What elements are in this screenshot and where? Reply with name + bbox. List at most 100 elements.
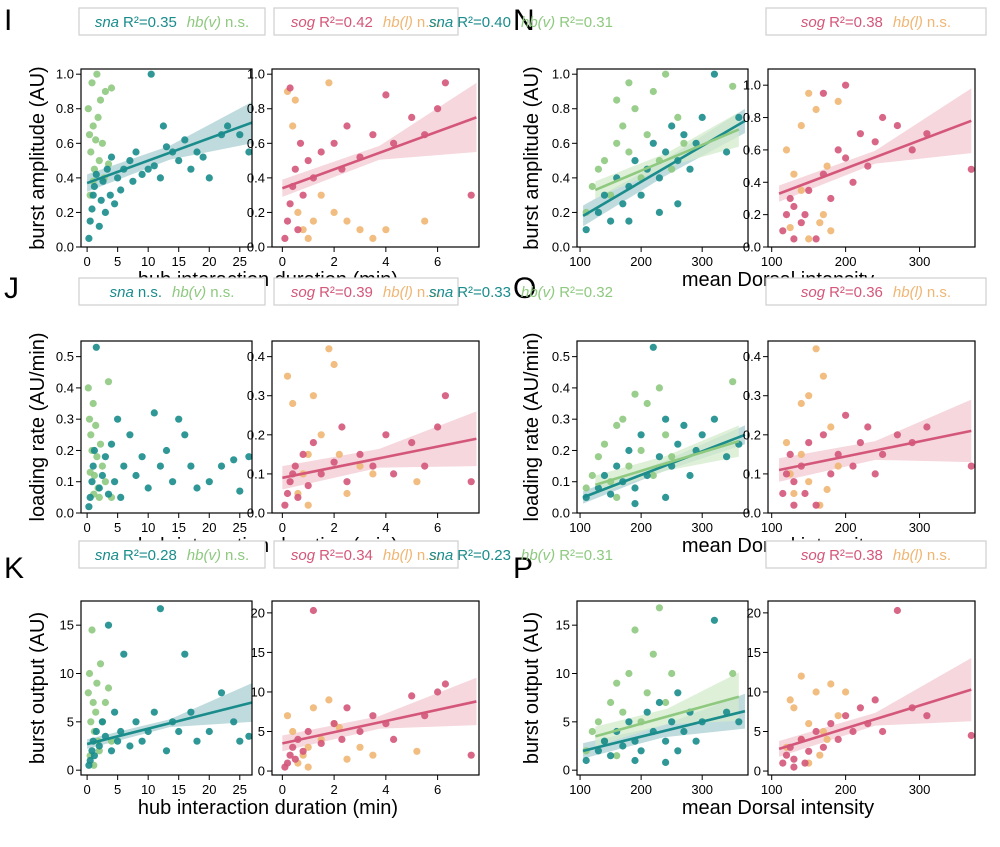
data-point-hbl bbox=[299, 226, 307, 234]
y-tick-label: 0 bbox=[67, 763, 74, 778]
y-axis-title-row-1: burst amplitude (AU) bbox=[27, 66, 49, 249]
axes-frame bbox=[767, 600, 976, 776]
data-point-hbv bbox=[680, 139, 688, 147]
data-point-sna bbox=[175, 727, 183, 736]
legend-stat-sog: R²=0.38 bbox=[829, 547, 883, 564]
legend-p-right: sog R²=0.38 hb(l) n.s. bbox=[765, 540, 987, 569]
legend-text: sog R²=0.38 hb(l) n.s. bbox=[801, 547, 951, 564]
y-tick-label: 0.2 bbox=[552, 443, 570, 458]
data-point-hbv bbox=[104, 378, 113, 386]
legend-k-left: sna R²=0.28 hb(v) n.s. bbox=[78, 540, 266, 569]
x-tick-label: 0 bbox=[83, 520, 90, 535]
y-tick-label: 0.0 bbox=[552, 240, 570, 255]
y-tick-label: 1.0 bbox=[743, 78, 761, 93]
y-tick-label: 0.4 bbox=[247, 349, 265, 364]
fit-line-sog bbox=[282, 700, 477, 745]
data-point-hbv bbox=[87, 718, 95, 726]
data-point-sog bbox=[849, 462, 857, 470]
data-point-sog bbox=[317, 148, 325, 156]
x-tick-label: 300 bbox=[691, 254, 713, 269]
data-point-sna bbox=[582, 226, 590, 234]
data-point-hbl bbox=[812, 688, 820, 696]
x-tick-label: 300 bbox=[691, 520, 713, 535]
data-point-sna bbox=[607, 217, 615, 225]
y-tick-label: 0 bbox=[258, 764, 265, 779]
data-point-hbv bbox=[655, 604, 664, 612]
data-point-hbv bbox=[98, 462, 106, 470]
x-tick-label: 10 bbox=[141, 520, 155, 535]
x-tick-label: 100 bbox=[569, 782, 591, 797]
plot-p-left: 100 200 300 0 5 10 15 bbox=[556, 600, 749, 797]
data-point-sna bbox=[107, 153, 116, 161]
x-tick-label: 25 bbox=[233, 254, 247, 269]
data-point-sog bbox=[856, 439, 865, 447]
data-point-hbv bbox=[85, 415, 94, 423]
data-point-sna bbox=[674, 747, 682, 755]
data-point-hbv bbox=[96, 660, 105, 668]
y-tick-label: 0 bbox=[563, 763, 570, 778]
fit-line-sna bbox=[582, 119, 746, 218]
data-point-hbl bbox=[330, 208, 338, 216]
y-tick-label: 5 bbox=[754, 724, 761, 739]
y-tick-label: 0.0 bbox=[743, 240, 761, 255]
fit-line-sog bbox=[778, 119, 972, 195]
plot-n-left: 100 200 300 0.0 0.2 0.4 0.6 0.8 1.0 bbox=[552, 67, 749, 269]
data-point-hbl bbox=[816, 751, 824, 759]
data-point-sna bbox=[674, 200, 682, 208]
data-point-sna bbox=[698, 431, 706, 439]
data-point-sog bbox=[879, 450, 887, 458]
y-tick-label: 0.1 bbox=[743, 466, 761, 481]
y-tick-label: 15 bbox=[251, 645, 265, 660]
data-point-sog bbox=[291, 165, 299, 173]
data-point-hbl bbox=[335, 450, 343, 458]
data-point-sna bbox=[230, 456, 238, 464]
y-tick-label: 0.6 bbox=[743, 142, 761, 157]
data-point-hbl bbox=[819, 727, 828, 736]
confidence-band-sog bbox=[282, 677, 477, 752]
data-point-sna bbox=[107, 440, 116, 448]
data-point-hbl bbox=[827, 227, 835, 235]
fit-line-hbv bbox=[594, 695, 740, 738]
data-point-sog bbox=[812, 235, 820, 243]
data-point-sog bbox=[819, 431, 828, 439]
data-point-hbv bbox=[582, 484, 590, 492]
data-point-sna bbox=[607, 490, 615, 498]
data-point-sna bbox=[175, 415, 183, 423]
data-point-sna bbox=[92, 727, 100, 736]
data-point-sog bbox=[879, 727, 887, 736]
data-point-hbl bbox=[786, 224, 794, 232]
data-point-hbl bbox=[317, 191, 325, 199]
data-point-sog bbox=[309, 439, 317, 447]
data-point-hbv bbox=[613, 96, 621, 104]
data-point-sna bbox=[86, 217, 94, 225]
data-point-hbl bbox=[812, 105, 820, 114]
data-point-sog bbox=[408, 439, 416, 447]
legend-stat-hbl: n.s. bbox=[417, 547, 441, 564]
data-point-sna bbox=[86, 756, 94, 765]
data-point-hbv bbox=[88, 79, 96, 87]
data-point-sna bbox=[90, 446, 98, 455]
data-point-hbl bbox=[289, 399, 297, 408]
data-point-sog bbox=[304, 482, 312, 490]
data-point-hbl bbox=[834, 462, 842, 470]
legend-text: sog R²=0.39 hb(l) n.s. bbox=[291, 284, 441, 301]
data-point-sog bbox=[805, 747, 813, 755]
data-point-hbv bbox=[662, 698, 670, 707]
data-point-sna bbox=[655, 208, 664, 216]
y-tick-label: 0.4 bbox=[743, 175, 761, 190]
data-point-sog bbox=[338, 735, 346, 744]
data-point-sna bbox=[150, 409, 158, 417]
y-tick-label: 0 bbox=[754, 764, 761, 779]
data-point-hbl bbox=[294, 208, 302, 216]
data-point-hbl bbox=[325, 79, 333, 87]
y-axis-title-row-3: burst output (AU) bbox=[27, 612, 49, 764]
data-point-sna bbox=[662, 415, 670, 423]
data-point-hbv bbox=[619, 122, 627, 130]
legend-stat-hbl: n.s. bbox=[927, 547, 951, 564]
data-point-hbv bbox=[625, 669, 633, 678]
data-point-hbv bbox=[600, 440, 609, 448]
legend-n-left: sna R²=0.40 hb(v) R²=0.31 bbox=[429, 14, 613, 31]
confidence-band-hbv bbox=[595, 112, 739, 199]
axes-frame bbox=[271, 68, 480, 248]
